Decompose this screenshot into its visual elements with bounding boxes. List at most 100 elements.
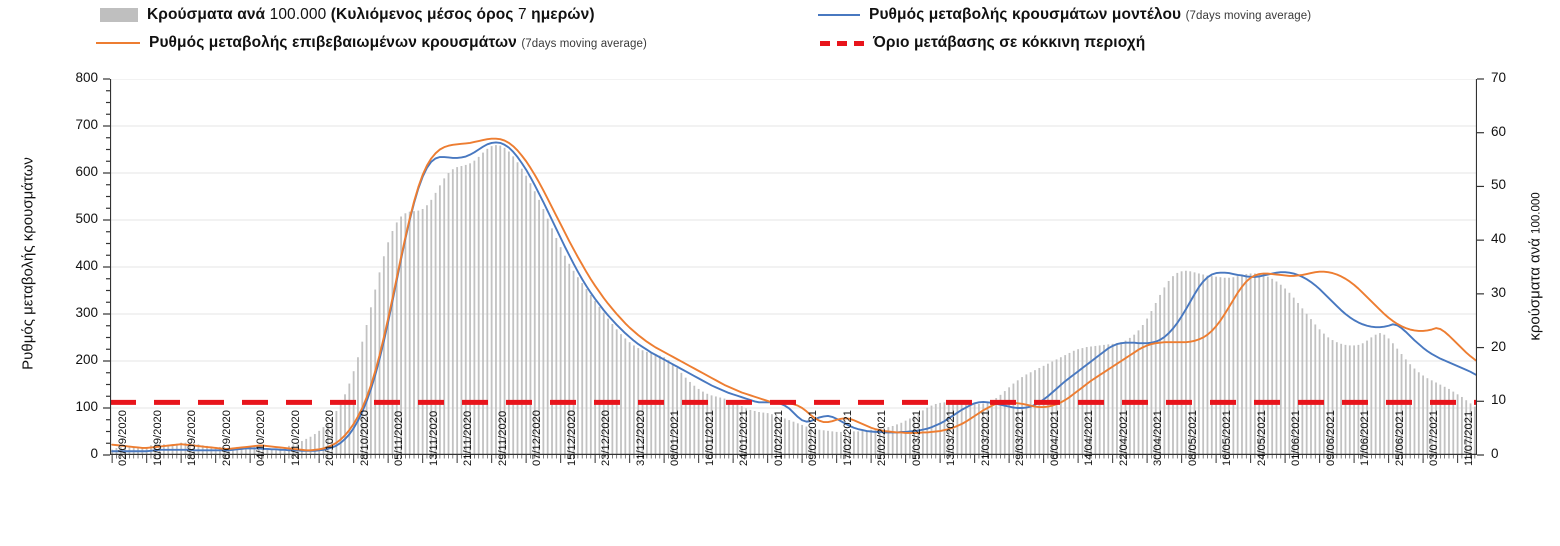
bar <box>611 323 614 455</box>
bar <box>960 402 963 455</box>
bar <box>1366 340 1368 455</box>
bar <box>1305 313 1308 455</box>
bar <box>369 307 372 455</box>
bar <box>762 412 765 455</box>
bar <box>111 449 114 455</box>
x-axis-tick-label: 05/11/2020 <box>393 410 406 466</box>
bar <box>249 446 252 455</box>
bar <box>477 156 480 455</box>
x-axis-tick-label: 18/09/2020 <box>186 410 199 466</box>
bar <box>1111 343 1114 455</box>
bar <box>805 426 808 455</box>
bar <box>430 199 433 455</box>
bar <box>1387 338 1390 455</box>
bar <box>279 448 282 455</box>
bar <box>1374 334 1377 455</box>
bar <box>706 393 709 455</box>
bar <box>926 407 929 455</box>
bar <box>1271 278 1274 455</box>
y-axis-right-tick-label: 60 <box>1491 123 1507 139</box>
bar <box>1029 372 1032 455</box>
bar <box>1439 384 1442 455</box>
bar <box>551 228 553 455</box>
legend-label-red-threshold: Όριο μετάβασης σε κόκκινη περιοχή <box>873 34 1146 51</box>
bar <box>978 403 980 455</box>
bar <box>710 395 713 455</box>
bar <box>357 357 359 455</box>
bar <box>568 263 571 455</box>
bar <box>1461 396 1463 455</box>
bar <box>1219 277 1222 455</box>
legend-item-confirmed-rate[interactable]: Ρυθμός μεταβολής επιβεβαιωμένων κρουσμάτ… <box>96 34 647 52</box>
x-axis-tick-label: 28/10/2020 <box>358 410 371 466</box>
bar <box>520 168 523 455</box>
bar <box>503 147 506 455</box>
bar <box>887 427 890 455</box>
bar <box>702 391 704 455</box>
y-axis-right-title-small: 100.000 <box>1530 192 1543 234</box>
bar <box>969 403 972 455</box>
bar <box>1215 276 1218 455</box>
bar <box>434 192 437 455</box>
bar <box>891 425 894 455</box>
bar <box>275 449 277 455</box>
bar <box>542 208 545 455</box>
legend-item-red-threshold[interactable]: Όριο μετάβασης σε κόκκινη περιοχή <box>820 34 1145 52</box>
y-axis-left-tick-label: 700 <box>75 117 98 132</box>
bar <box>585 289 588 455</box>
x-axis-tick-label: 05/03/2021 <box>910 410 923 466</box>
bar <box>361 341 364 455</box>
bar <box>883 428 885 455</box>
bar <box>1327 337 1330 455</box>
bar <box>930 405 933 455</box>
bar <box>900 422 903 455</box>
bar <box>1163 287 1166 455</box>
bar <box>982 403 985 455</box>
x-axis-tick-label: 07/12/2020 <box>531 410 544 466</box>
bar <box>413 211 415 455</box>
line-swatch-orange-icon <box>96 42 140 44</box>
x-axis-tick-label: 09/06/2021 <box>1324 410 1337 466</box>
bar <box>1473 406 1476 455</box>
bar <box>758 412 760 455</box>
y-axis-right-tick-label: 30 <box>1491 284 1507 300</box>
bar <box>564 255 566 455</box>
bar <box>1426 378 1429 455</box>
bar <box>572 270 575 455</box>
bar <box>831 431 834 455</box>
bar <box>1047 363 1049 455</box>
bar <box>482 152 484 455</box>
bar <box>1370 337 1373 455</box>
bar <box>447 173 450 455</box>
x-axis-tick-label: 04/10/2020 <box>255 410 268 466</box>
legend-item-model-rate[interactable]: Ρυθμός μεταβολής κρουσμάτων μοντέλου (7d… <box>818 6 1311 24</box>
x-axis-tick-label: 31/12/2020 <box>634 410 647 466</box>
x-axis-tick-label: 25/02/2021 <box>876 410 889 466</box>
bar <box>1314 324 1317 455</box>
bar <box>667 359 670 455</box>
y-axis-right-tick-label: 20 <box>1491 338 1507 354</box>
bar <box>628 342 631 455</box>
bar <box>1025 374 1028 455</box>
bar <box>1180 271 1183 455</box>
bar <box>697 388 700 455</box>
bar <box>240 446 243 455</box>
legend-item-cases-bars[interactable]: Κρούσματα ανά 100.000 (Κυλιόμενος μέσος … <box>100 6 595 24</box>
bar <box>1413 368 1416 455</box>
bar <box>624 338 627 455</box>
bar <box>865 430 868 455</box>
bar <box>417 210 420 455</box>
bar <box>490 146 493 455</box>
bar <box>896 424 898 455</box>
bar <box>1206 275 1209 455</box>
bar <box>1236 276 1239 455</box>
bar <box>1435 382 1437 455</box>
bar <box>1137 330 1140 455</box>
bar <box>818 429 821 455</box>
bar <box>1012 383 1015 455</box>
bar <box>184 442 187 455</box>
y-axis-left-title: Ρυθμός μεταβολής κρουσμάτων <box>19 157 37 370</box>
bar <box>1383 334 1386 455</box>
bar <box>1335 342 1338 455</box>
bar <box>589 294 592 455</box>
